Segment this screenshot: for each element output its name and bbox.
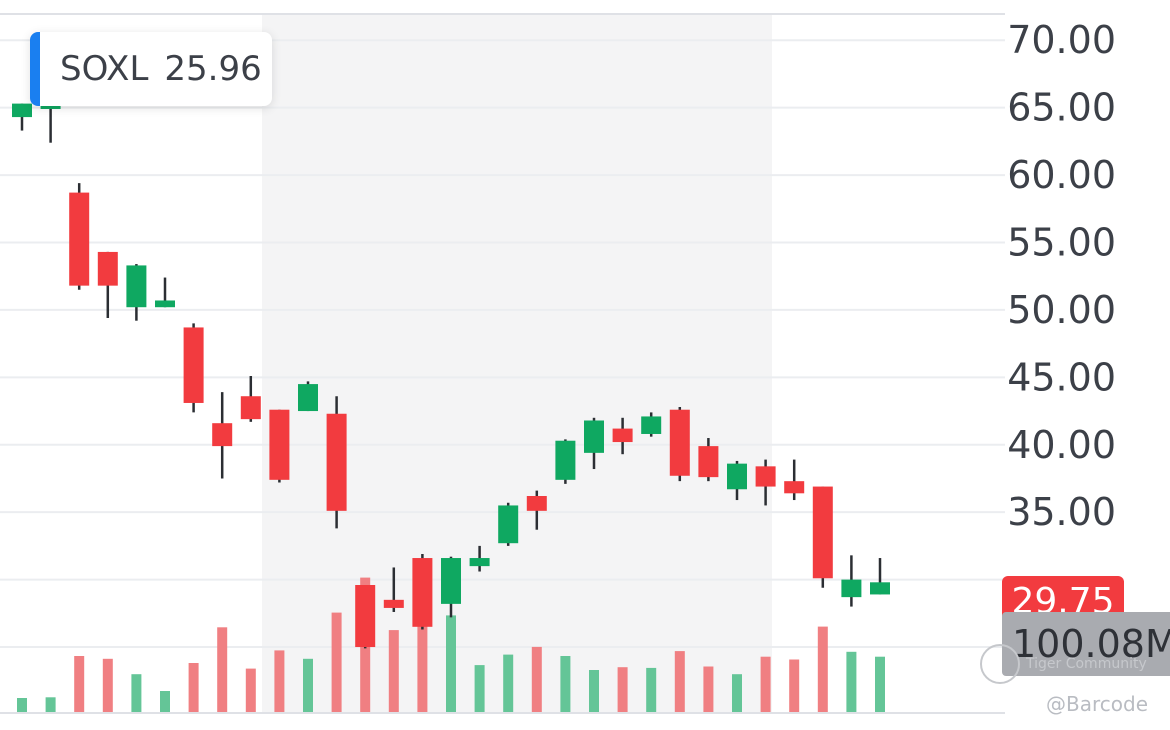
candle-body [498,505,519,544]
candle-body [97,251,118,286]
community-label: Tiger Community [1026,656,1147,672]
ticker-accent-bar [30,32,40,106]
volume-bar [560,656,571,712]
ticker-label: SOXL 25.96 [30,32,272,106]
y-tick-label: 50.00 [1007,288,1116,332]
volume-bar [789,659,800,712]
volume-bar [188,663,199,712]
candle-body [641,416,662,434]
volume-bar [303,658,313,712]
ticker-price: 25.96 [164,49,262,89]
volume-bar [703,666,714,712]
user-watermark: @Barcode [1046,692,1148,716]
session-bands [262,14,1005,713]
volume-bar [131,674,142,712]
candle-body [441,558,461,604]
candle-body [469,558,490,567]
volume-bar [846,651,857,712]
candle-body [69,192,90,286]
volume-bar [45,697,56,712]
candle-body [12,103,32,118]
volume-bar [875,656,885,712]
candle-body [727,463,747,490]
candle-body [212,423,233,447]
candle-body [555,440,576,480]
volume-bar [245,668,256,712]
y-tick-label: 70.00 [1007,18,1116,62]
volume-bar [274,650,285,712]
session-band [476,14,772,713]
volume-bar [760,656,771,712]
candle-body [326,413,347,511]
y-tick-label: 60.00 [1007,153,1116,197]
chart-borders [0,13,1005,714]
volume-bar [589,670,599,712]
candle-body [412,558,433,627]
y-tick-label: 45.00 [1007,355,1116,399]
volume-bar [617,667,628,712]
candle-body [584,420,604,453]
candle-body [126,265,147,308]
y-tick-label: 65.00 [1007,86,1116,130]
ticker-symbol: SOXL [60,49,149,89]
session-band [772,14,1005,713]
volume-bar [388,630,399,712]
candle-body [870,582,890,595]
candle-body [526,496,547,511]
candle-body [298,384,318,412]
candle-body [155,300,175,308]
volume-bar [74,656,85,712]
volume-bar [503,654,514,712]
candle-body [183,327,204,403]
volume-bar [474,665,485,712]
candle-body [269,409,290,480]
volume-bar [646,667,657,712]
volume-bar [531,646,542,712]
candle-body [841,579,862,598]
candle-body [240,396,261,420]
community-watermark: Tiger Community [980,644,1147,684]
candle-body [784,481,805,494]
volume-bar [102,658,113,712]
candle-body [669,409,690,476]
tiger-logo-icon [980,644,1020,684]
volume-bar [160,691,170,712]
volume-bar [817,626,828,712]
volume-bar [17,698,27,712]
candle-body [355,585,376,648]
y-tick-label: 35.00 [1007,490,1116,534]
volume-bar [446,615,456,712]
volume-bar [417,623,428,712]
y-tick-label: 40.00 [1007,423,1116,467]
candle-body [812,486,833,579]
candle-body [612,428,633,443]
candle-body [698,446,719,478]
candles [12,95,890,649]
volume-tag: 100.08M [1002,612,1170,676]
y-tick-label: 55.00 [1007,220,1116,264]
volume-bar [674,651,685,712]
candle-body [383,599,404,608]
volume-bar [732,674,742,712]
y-axis-labels: 70.00 65.00 60.00 55.00 50.00 45.00 40.00 35.00… [1007,18,1116,669]
volume-bar [217,627,228,712]
candle-body [755,466,776,487]
volume-bar [331,612,342,712]
